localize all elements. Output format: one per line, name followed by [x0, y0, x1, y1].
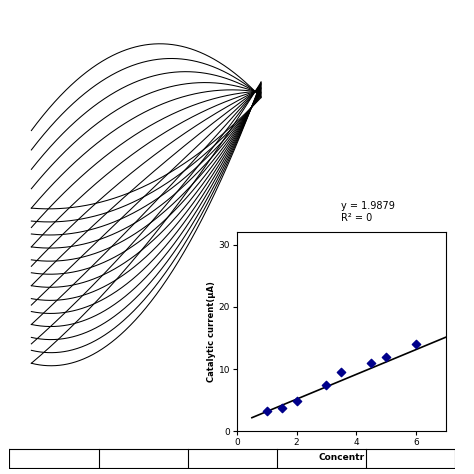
X-axis label: Concentr: Concentr [318, 453, 365, 462]
Text: R² = 0: R² = 0 [341, 213, 373, 223]
Point [278, 404, 285, 411]
Point [337, 368, 345, 376]
Point [323, 381, 330, 389]
Point [367, 359, 375, 367]
Y-axis label: Catalytic current(μA): Catalytic current(μA) [207, 282, 216, 382]
Point [412, 340, 419, 348]
Point [293, 398, 301, 405]
Text: y = 1.9879: y = 1.9879 [341, 201, 395, 211]
Point [263, 408, 271, 415]
Point [382, 353, 390, 361]
